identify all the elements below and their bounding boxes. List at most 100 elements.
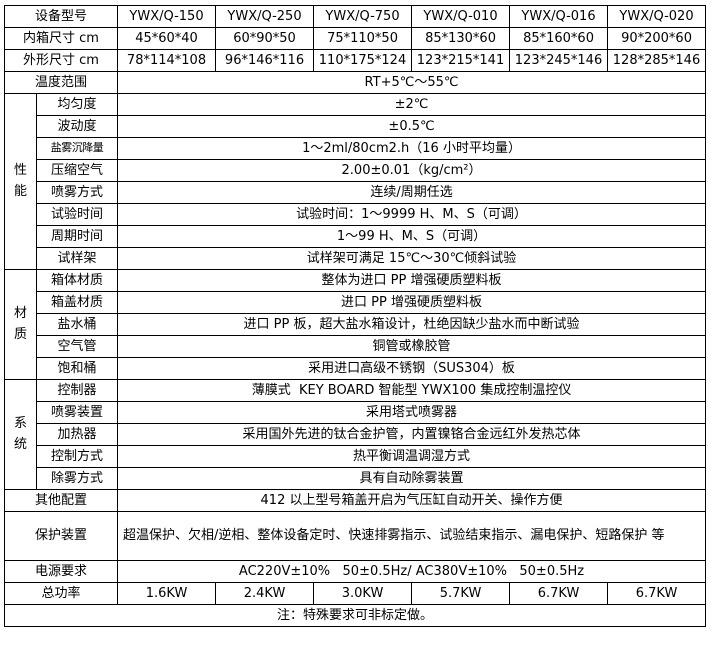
row-value: ±0.5℃	[117, 115, 707, 138]
table-row-inner-size: 内箱尺寸 cm 45*60*40 60*90*50 75*110*50 85*1…	[3, 27, 707, 50]
group-label-performance: 性能	[4, 93, 37, 270]
outer-size-cell: 123*215*141	[411, 49, 511, 72]
table-row-material: 空气管 铜管或橡胶管	[5, 335, 707, 358]
table-row-material: 饱和桶 采用进口高级不锈钢（SUS304）板	[5, 357, 707, 380]
row-value: 试验时间：1～9999 H、M、S（可调）	[117, 203, 707, 226]
note-text: 注：特殊要求可非标定做。	[3, 604, 707, 627]
row-value: 1～2ml/80cm2.h（16 小时平均量）	[117, 137, 707, 160]
table-row-system: 控制方式 热平衡调温调湿方式	[5, 445, 707, 468]
row-label-total-power: 总功率	[3, 582, 119, 605]
model-cell: YWX/Q-020	[607, 5, 707, 28]
table-row-models: 设备型号 YWX/Q-150 YWX/Q-250 YWX/Q-750 YWX/Q…	[3, 5, 707, 28]
row-label-protection: 保护装置	[3, 511, 119, 561]
outer-size-cell: 110*175*124	[313, 49, 413, 72]
row-value: 铜管或橡胶管	[117, 335, 707, 358]
model-cell: YWX/Q-010	[411, 5, 511, 28]
model-cell: YWX/Q-150	[117, 5, 217, 28]
row-value: 进口 PP 增强硬质塑料板	[117, 291, 707, 314]
row-value: 连续/周期任选	[117, 181, 707, 204]
table-row-total-power: 总功率 1.6KW 2.4KW 3.0KW 5.7KW 6.7KW 6.7KW	[3, 582, 707, 605]
table-row-system: 除雾方式 具有自动除雾装置	[5, 467, 707, 490]
row-value: 具有自动除雾装置	[117, 467, 707, 490]
row-label-models: 设备型号	[3, 5, 119, 28]
table-row-performance: 波动度 ±0.5℃	[5, 115, 707, 138]
group-label-system: 系统	[4, 379, 37, 490]
row-value: 采用塔式喷雾器	[117, 401, 707, 424]
table-row-performance: 试样架 试样架可满足 15℃～30℃倾斜试验	[5, 247, 707, 270]
table-row-performance: 喷雾方式 连续/周期任选	[5, 181, 707, 204]
row-label: 除雾方式	[35, 467, 119, 490]
row-label-temp-range: 温度范围	[3, 71, 119, 94]
inner-size-cell: 85*130*60	[411, 27, 511, 50]
table-row-performance: 性能 均匀度 ±2℃	[4, 93, 707, 270]
inner-size-cell: 60*90*50	[215, 27, 315, 50]
table-row-material: 材质 箱体材质 整体为进口 PP 增强硬质塑料板	[4, 269, 707, 380]
row-value: 1～99 H、M、S（可调）	[117, 225, 707, 248]
row-label: 喷雾装置	[35, 401, 119, 424]
row-value: 采用国外先进的钛合金护管，内置镍铬合金远红外发热芯体	[117, 423, 707, 446]
row-label-outer-size: 外形尺寸 cm	[3, 49, 119, 72]
table-row-material: 箱盖材质 进口 PP 增强硬质塑料板	[5, 291, 707, 314]
row-label: 箱盖材质	[35, 291, 119, 314]
row-value: 薄膜式 KEY BOARD 智能型 YWX100 集成控制温控仪	[117, 379, 707, 402]
outer-size-cell: 96*146*116	[215, 49, 315, 72]
model-cell: YWX/Q-250	[215, 5, 315, 28]
row-value: 热平衡调温调湿方式	[117, 445, 707, 468]
row-label: 周期时间	[35, 225, 119, 248]
table-row-other-config: 其他配置 412 以上型号箱盖开启为气压缸自动开关、操作方便	[3, 489, 707, 512]
outer-size-cell: 78*114*108	[117, 49, 217, 72]
total-power-cell: 2.4KW	[215, 582, 315, 605]
outer-size-cell: 123*245*146	[509, 49, 609, 72]
other-config-value: 412 以上型号箱盖开启为气压缸自动开关、操作方便	[117, 489, 707, 512]
row-value: 采用进口高级不锈钢（SUS304）板	[117, 357, 707, 380]
protection-value: 超温保护、欠相/逆相、整体设备定时、快速排雾指示、试验结束指示、漏电保护、短路保…	[117, 511, 707, 561]
row-label: 试样架	[35, 247, 119, 270]
table-row-system: 加热器 采用国外先进的钛合金护管，内置镍铬合金远红外发热芯体	[5, 423, 707, 446]
table-row-note: 注：特殊要求可非标定做。	[3, 604, 707, 627]
table-row-performance: 周期时间 1～99 H、M、S（可调）	[5, 225, 707, 248]
row-value: 进口 PP 板，超大盐水箱设计，杜绝因缺少盐水而中断试验	[117, 313, 707, 336]
table-row-temp-range: 温度范围 RT+5℃～55℃	[3, 71, 707, 94]
group-label-text: 材质	[13, 306, 27, 342]
outer-size-cell: 128*285*146	[607, 49, 707, 72]
row-label: 控制方式	[35, 445, 119, 468]
total-power-cell: 6.7KW	[509, 582, 609, 605]
table-row-system: 系统 控制器 薄膜式 KEY BOARD 智能型 YWX100 集成控制温控仪	[4, 379, 707, 490]
row-label-inner-size: 内箱尺寸 cm	[3, 27, 119, 50]
row-value: ±2℃	[117, 93, 707, 116]
table-row-outer-size: 外形尺寸 cm 78*114*108 96*146*116 110*175*12…	[3, 49, 707, 72]
row-label: 波动度	[35, 115, 119, 138]
table-row-protection: 保护装置 超温保护、欠相/逆相、整体设备定时、快速排雾指示、试验结束指示、漏电保…	[3, 511, 707, 561]
row-label: 喷雾方式	[35, 181, 119, 204]
temp-range-value: RT+5℃～55℃	[117, 71, 707, 94]
table-row-performance: 试验时间 试验时间：1～9999 H、M、S（可调）	[5, 203, 707, 226]
row-label-power: 电源要求	[3, 560, 119, 583]
row-label-other-config: 其他配置	[3, 489, 119, 512]
group-label-text: 系统	[13, 416, 27, 452]
row-label: 试验时间	[35, 203, 119, 226]
total-power-cell: 6.7KW	[607, 582, 707, 605]
row-value: 试样架可满足 15℃～30℃倾斜试验	[117, 247, 707, 270]
group-label-material: 材质	[4, 269, 37, 380]
total-power-cell: 5.7KW	[411, 582, 511, 605]
row-label: 箱体材质	[35, 269, 119, 292]
table-row-material: 盐水桶 进口 PP 板，超大盐水箱设计，杜绝因缺少盐水而中断试验	[5, 313, 707, 336]
row-label: 加热器	[35, 423, 119, 446]
row-label: 空气管	[35, 335, 119, 358]
power-value: AC220V±10% 50±0.5Hz/ AC380V±10% 50±0.5Hz	[117, 560, 707, 583]
model-cell: YWX/Q-750	[313, 5, 413, 28]
group-label-text: 性能	[13, 163, 27, 199]
total-power-cell: 3.0KW	[313, 582, 413, 605]
row-label: 盐雾沉降量	[35, 137, 119, 160]
inner-size-cell: 45*60*40	[117, 27, 217, 50]
row-label: 盐水桶	[35, 313, 119, 336]
inner-size-cell: 75*110*50	[313, 27, 413, 50]
total-power-cell: 1.6KW	[117, 582, 217, 605]
row-value: 2.00±0.01（kg/cm²）	[117, 159, 707, 182]
model-cell: YWX/Q-016	[509, 5, 609, 28]
row-label: 饱和桶	[35, 357, 119, 380]
table-row-performance: 盐雾沉降量 1～2ml/80cm2.h（16 小时平均量）	[5, 137, 707, 160]
inner-size-cell: 90*200*60	[607, 27, 707, 50]
table-row-system: 喷雾装置 采用塔式喷雾器	[5, 401, 707, 424]
